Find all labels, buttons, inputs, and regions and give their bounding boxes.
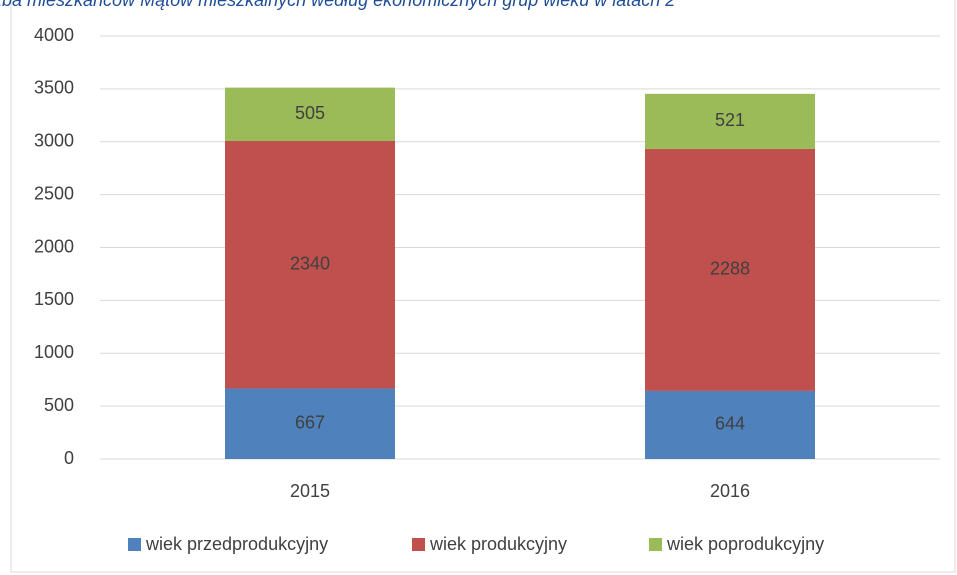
y-tick-label: 0 (64, 448, 74, 468)
y-tick-label: 2000 (34, 236, 74, 256)
y-tick-label: 1000 (34, 342, 74, 362)
x-tick-label: 2015 (290, 481, 330, 501)
chart-frame (10, 0, 956, 573)
data-label: 2340 (290, 253, 330, 273)
data-label: 521 (715, 110, 745, 130)
y-tick-label: 1500 (34, 289, 74, 309)
data-label: 667 (295, 412, 325, 432)
bar-segment (645, 390, 815, 459)
y-tick-label: 3000 (34, 131, 74, 151)
legend-label: wiek przedprodukcyjny (145, 534, 328, 554)
y-tick-label: 4000 (34, 25, 74, 45)
bar-segment (645, 148, 815, 391)
bar-segment (225, 87, 395, 142)
chart-title: Liczba mieszkańców Mątów mieszkalnych we… (0, 0, 675, 10)
bar-segment (225, 141, 395, 389)
legend-label: wiek produkcyjny (429, 534, 567, 554)
legend-label: wiek poprodukcyjny (666, 534, 824, 554)
y-tick-label: 500 (44, 395, 74, 415)
x-tick-label: 2016 (710, 481, 750, 501)
data-label: 505 (295, 103, 325, 123)
data-label: 2288 (710, 259, 750, 279)
bar-segment (645, 93, 815, 149)
y-tick-label: 2500 (34, 183, 74, 203)
legend-swatch (128, 538, 141, 551)
legend-swatch (649, 538, 662, 551)
data-label: 644 (715, 414, 745, 434)
legend-swatch (412, 538, 425, 551)
bar-segment (225, 388, 395, 459)
y-tick-label: 3500 (34, 78, 74, 98)
